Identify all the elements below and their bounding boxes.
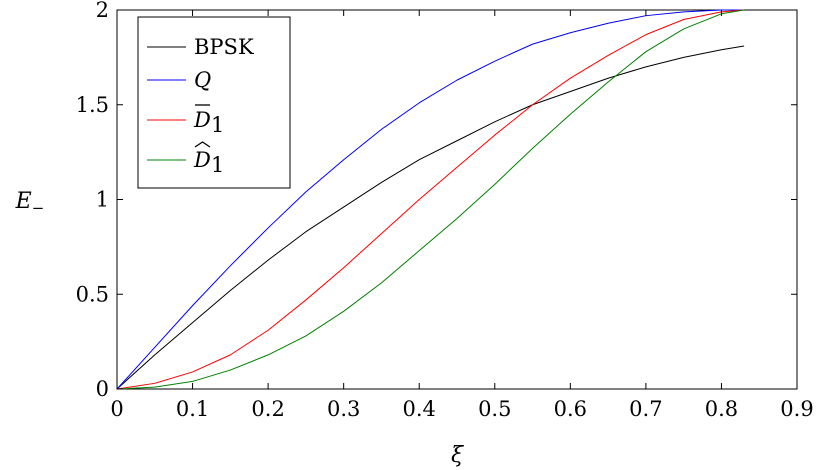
legend-label: Q — [194, 68, 211, 92]
x-tick-label: 0.9 — [780, 397, 813, 421]
x-axis-label: ξ — [451, 443, 465, 468]
x-tick-label: 0.1 — [176, 397, 209, 421]
legend-label: D — [193, 148, 211, 172]
x-tick-label: 0 — [110, 397, 123, 421]
ticks: 0 0.1 0.2 0.3 0.4 0.5 0.6 0.7 0.8 0.9 0 0.5 1 1.5 2 — [76, 0, 814, 421]
y-axis-label: E− — [15, 189, 45, 217]
y-axis-label-subscript: − — [32, 199, 45, 217]
series-lines — [116, 9, 745, 390]
y-tick-label: 0.5 — [76, 282, 109, 306]
series-line-4 — [116, 9, 745, 390]
x-tick-label: 0.2 — [251, 397, 284, 421]
x-tick-label: 0.5 — [478, 397, 511, 421]
y-tick-label: 1.5 — [76, 93, 109, 117]
y-tick-label: 2 — [96, 0, 109, 22]
legend-label-subscript: 1 — [211, 113, 224, 137]
series-line-3 — [116, 9, 745, 390]
y-tick-label: 1 — [96, 188, 109, 212]
series-line-1 — [116, 45, 745, 390]
series-line-2 — [116, 9, 745, 390]
x-tick-label: 0.3 — [327, 397, 360, 421]
legend-hat-mark — [194, 141, 211, 148]
x-tick-label: 0.7 — [629, 397, 662, 421]
x-tick-label: 0.4 — [403, 397, 436, 421]
x-tick-label: 0.8 — [705, 397, 738, 421]
legend-label-subscript: 1 — [211, 153, 224, 177]
legend-label: BPSK — [194, 35, 254, 59]
legend-label: D — [193, 108, 211, 132]
y-tick-label: 0 — [96, 377, 109, 401]
x-tick-label: 0.6 — [554, 397, 587, 421]
